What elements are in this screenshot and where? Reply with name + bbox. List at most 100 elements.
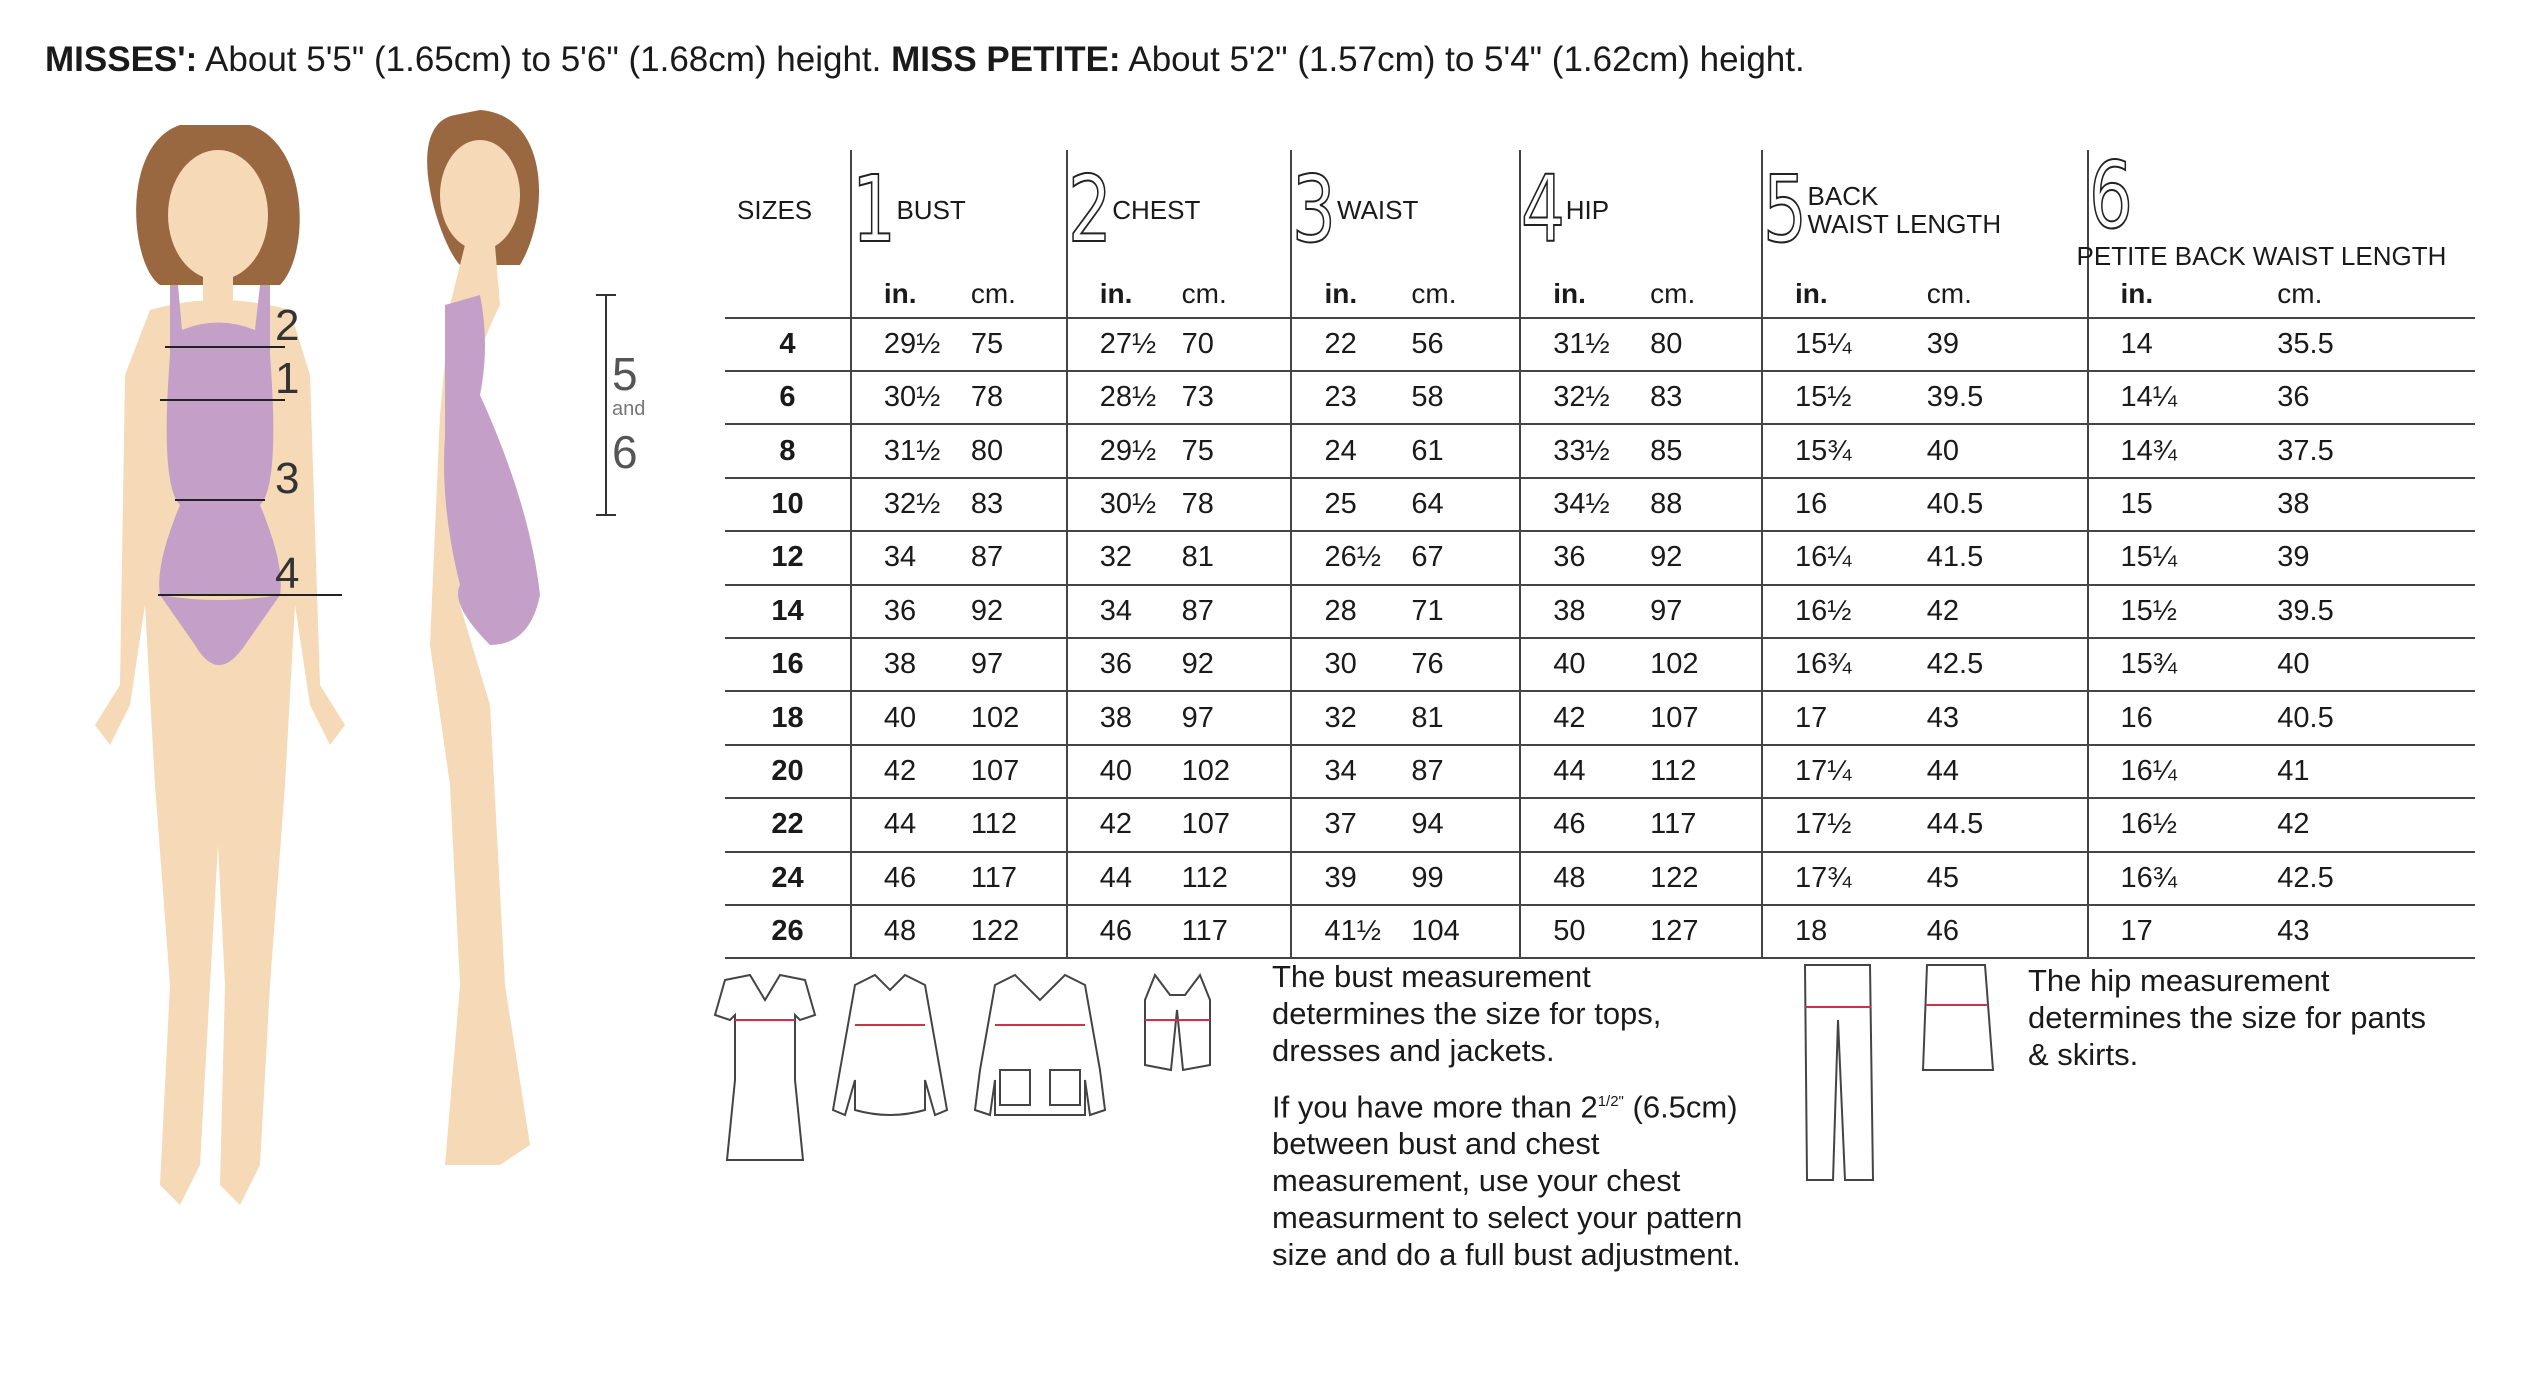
- petite-label: PETITE BACK WAIST LENGTH: [2076, 241, 2447, 271]
- waist-label: WAIST: [1337, 195, 1419, 225]
- waist-cm-cell: 76: [1411, 636, 1521, 692]
- petite-back-waist-in-cell: 16: [2086, 690, 2278, 745]
- chest-label: CHEST: [1112, 195, 1201, 225]
- back-waist-cm-cell: 39.5: [1926, 369, 2088, 425]
- chest-cm-cell: 97: [1181, 690, 1292, 745]
- table-body: 4 29½ 75 27½ 70 22 56 31½ 80 15¼ 39 14 35.5 6 30½ 78 28½…: [725, 316, 2475, 960]
- back-waist-in-cell: 16: [1760, 476, 1927, 532]
- size-cell: 20: [725, 743, 851, 799]
- back-waist-in-cell: 17½: [1760, 797, 1927, 852]
- hip-in-cell: 50: [1519, 903, 1651, 960]
- chest-cm-cell: 112: [1181, 850, 1292, 905]
- petite-back-waist-in-cell: 15¼: [2086, 530, 2278, 585]
- skirt-icon: [1921, 964, 1995, 1071]
- hip-cm-cell: 80: [1650, 316, 1762, 371]
- unit-in: in.: [849, 270, 971, 318]
- bust-in-cell: 30½: [849, 369, 971, 425]
- bust-cm-cell: 107: [970, 743, 1067, 799]
- waist-cm-cell: 67: [1411, 530, 1521, 585]
- petite-back-waist-in-cell: 16¼: [2086, 743, 2278, 799]
- chest-cm-cell: 70: [1181, 316, 1292, 371]
- back-label-5: 5: [612, 348, 638, 400]
- size-cell: 18: [725, 690, 851, 745]
- table-row: 16 38 97 36 92 30 76 40 102 16¾ 42.5 15¾ 40: [725, 636, 2475, 692]
- back-waist-cm-cell: 42.5: [1926, 636, 2088, 692]
- bust-cm-cell: 122: [970, 903, 1067, 960]
- back-waist-cm-cell: 45: [1926, 850, 2088, 905]
- petite-back-waist-cm-cell: 40.5: [2277, 690, 2475, 745]
- unit-blank: [725, 271, 851, 318]
- waist-cm-cell: 58: [1411, 369, 1521, 425]
- petite-number: 6: [2088, 142, 2133, 249]
- waist-cm-cell: 104: [1411, 903, 1521, 960]
- side-figure: 5 and 6: [427, 110, 645, 1165]
- bust-in-cell: 44: [849, 797, 971, 852]
- chest-cm-cell: 87: [1181, 583, 1292, 638]
- chest-in-cell: 32: [1065, 530, 1182, 585]
- hip-in-cell: 31½: [1519, 316, 1651, 371]
- bust-cm-cell: 102: [970, 690, 1067, 745]
- table-row: 12 34 87 32 81 26½ 67 36 92 16¼ 41.5 15¼ 39: [725, 530, 2475, 585]
- table-row: 10 32½ 83 30½ 78 25 64 34½ 88 16 40.5 15 38: [725, 476, 2475, 532]
- back-waist-cm-cell: 44: [1926, 743, 2088, 799]
- bust-in-cell: 29½: [849, 316, 971, 371]
- waist-in-cell: 28: [1290, 583, 1412, 638]
- bust-cm-cell: 78: [970, 369, 1067, 425]
- chest-in-cell: 27½: [1065, 316, 1182, 371]
- size-cell: 24: [725, 850, 851, 905]
- bust-in-cell: 42: [849, 743, 971, 799]
- sizes-header: SIZES: [737, 194, 813, 225]
- hip-cm-cell: 107: [1650, 690, 1762, 745]
- hip-cm-cell: 83: [1650, 369, 1762, 425]
- chest-in-cell: 42: [1065, 797, 1182, 852]
- chest-in-cell: 36: [1065, 636, 1182, 692]
- bust-cm-cell: 92: [970, 583, 1067, 638]
- table-row: 18 40 102 38 97 32 81 42 107 17 43 16 40.5: [725, 690, 2475, 745]
- back-waist-in-cell: 16¾: [1760, 636, 1927, 692]
- chest-line-label: 2: [275, 301, 299, 350]
- bust-number: 1: [851, 156, 896, 264]
- petite-back-waist-cm-cell: 38: [2277, 476, 2475, 532]
- waist-in-cell: 30: [1290, 636, 1412, 692]
- bust-line-label: 1: [275, 354, 299, 403]
- back-waist-cm-cell: 44.5: [1926, 797, 2088, 852]
- back-waist-in-cell: 16¼: [1760, 530, 1927, 585]
- front-figure: 2 1 3 4: [95, 125, 345, 1205]
- hip-in-cell: 36: [1519, 530, 1651, 585]
- header-chest: 2CHEST: [1065, 150, 1292, 271]
- hip-in-cell: 38: [1519, 583, 1651, 638]
- waist-in-cell: 41½: [1290, 903, 1412, 960]
- unit-cm: cm.: [1181, 277, 1227, 309]
- header-waist: 3WAIST: [1290, 150, 1521, 271]
- hip-cm-cell: 112: [1650, 743, 1762, 799]
- bust-cm-cell: 97: [970, 636, 1067, 692]
- petite-back-waist-cm-cell: 35.5: [2277, 316, 2475, 371]
- hip-cm-cell: 127: [1650, 903, 1762, 960]
- vest-icon: [1144, 972, 1211, 1072]
- hip-note: The hip measurement determines the size …: [2028, 963, 2427, 1072]
- chest-cm-cell: 117: [1181, 903, 1292, 960]
- back-label-6: 6: [612, 426, 638, 478]
- chest-in-cell: 46: [1065, 903, 1182, 960]
- size-cell: 4: [725, 316, 851, 371]
- back-waist-in-cell: 15½: [1760, 369, 1927, 425]
- back-waist-cm-cell: 43: [1926, 690, 2088, 745]
- hip-in-cell: 32½: [1519, 369, 1651, 425]
- chest-note-part1: If you have more than 2: [1272, 1089, 1598, 1125]
- back-waist-cm-cell: 40.5: [1926, 476, 2088, 532]
- hip-cm-cell: 85: [1650, 423, 1762, 478]
- back-waist-cm-cell: 46: [1926, 903, 2088, 960]
- unit-in: in.: [2086, 270, 2278, 318]
- body-measurement-figures: 2 1 3 4 5 and 6: [95, 110, 645, 1205]
- petite-back-waist-cm-cell: 42: [2277, 797, 2475, 852]
- petite-back-waist-in-cell: 16¾: [2086, 850, 2278, 905]
- hip-cm-cell: 122: [1650, 850, 1762, 905]
- back-waist-number: 5: [1762, 156, 1807, 264]
- back-waist-in-cell: 17¾: [1760, 850, 1927, 905]
- chest-note: If you have more than 21/2" (6.5cm) betw…: [1272, 1083, 1752, 1273]
- and-label: and: [612, 398, 645, 420]
- petite-back-waist-in-cell: 14: [2086, 316, 2278, 371]
- back-waist-in-cell: 17¼: [1760, 743, 1927, 799]
- size-cell: 10: [725, 476, 851, 532]
- waist-in-cell: 25: [1290, 476, 1412, 532]
